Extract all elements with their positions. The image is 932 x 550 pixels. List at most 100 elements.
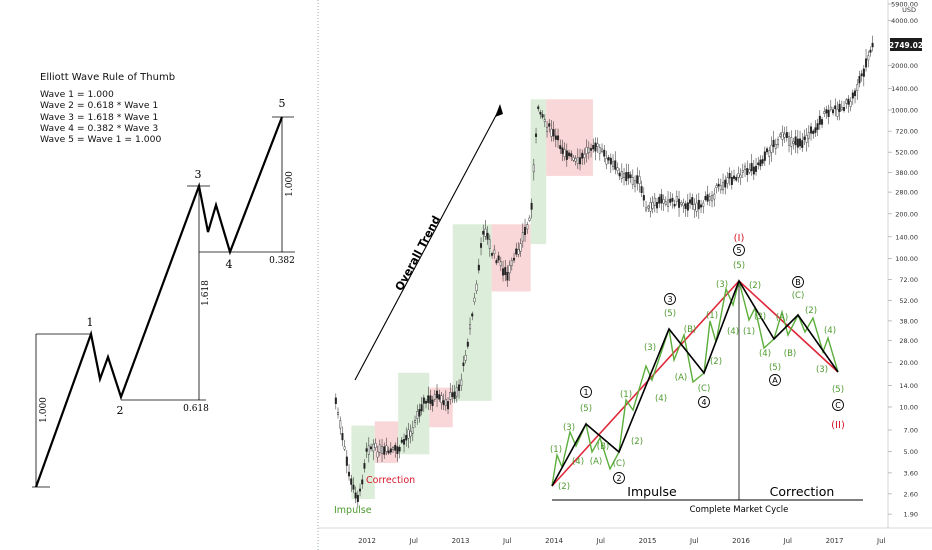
candle-body bbox=[497, 255, 500, 261]
candle-body bbox=[845, 99, 848, 104]
candle-body bbox=[471, 313, 474, 317]
candle-body bbox=[785, 132, 788, 138]
candle-body bbox=[554, 135, 557, 140]
candle-body bbox=[425, 400, 428, 404]
candle-body bbox=[647, 205, 650, 209]
candle-body bbox=[719, 185, 722, 191]
candle-body bbox=[444, 398, 447, 406]
candle-body bbox=[675, 196, 678, 202]
x-tick-label: Jul bbox=[596, 537, 606, 545]
candle-body bbox=[352, 484, 355, 490]
candle-body bbox=[799, 138, 802, 147]
green-label-b3: (B) bbox=[784, 349, 796, 359]
candle-body bbox=[642, 195, 645, 201]
candle-body bbox=[416, 411, 419, 419]
candle-body bbox=[695, 202, 698, 212]
last-price-tag bbox=[890, 38, 922, 51]
green-label-c3: (C) bbox=[792, 291, 805, 301]
candle-body bbox=[625, 172, 628, 182]
candle-body bbox=[801, 140, 804, 148]
y-tick-label: 1400.00 bbox=[891, 85, 918, 93]
x-tick-label: Jul bbox=[502, 537, 512, 545]
candle-body bbox=[513, 257, 516, 261]
candle-body bbox=[581, 152, 584, 159]
candle-body bbox=[869, 49, 872, 53]
circled-wave-b: B bbox=[795, 278, 801, 287]
candle-body bbox=[447, 401, 450, 410]
candle-body bbox=[717, 183, 720, 187]
candle-body bbox=[359, 488, 362, 492]
candle-body bbox=[726, 177, 729, 184]
candle-body bbox=[464, 355, 467, 361]
candle-body bbox=[774, 143, 777, 149]
x-tick-label: 2013 bbox=[452, 537, 470, 545]
y-axis: 5900.00 4000.00 2000.00 1400.00 1000.00 720.0… bbox=[887, 0, 918, 528]
rule-of-thumb: Elliott Wave Rule of Thumb Wave 1 = 1.00… bbox=[40, 72, 175, 145]
candle-body bbox=[541, 114, 544, 118]
green-label-4c: (4) bbox=[727, 327, 739, 337]
candle-body bbox=[825, 109, 828, 114]
y-tick-label: 28.00 bbox=[899, 337, 918, 345]
candle-body bbox=[744, 165, 747, 170]
candle-body bbox=[829, 106, 832, 110]
candle-body bbox=[601, 148, 604, 153]
candle-body bbox=[414, 420, 417, 423]
green-label-2c: (2) bbox=[710, 357, 722, 367]
candle-body bbox=[733, 175, 736, 179]
green-label-3b: (3) bbox=[644, 343, 656, 353]
green-label-1c: (1) bbox=[706, 311, 718, 321]
candle-body bbox=[664, 201, 667, 205]
rule-title: Elliott Wave Rule of Thumb bbox=[40, 72, 176, 83]
schematic-label-3: 3 bbox=[195, 168, 202, 181]
candle-body bbox=[539, 111, 542, 115]
candle-body bbox=[713, 193, 716, 200]
candle-body bbox=[867, 55, 870, 61]
candle-body bbox=[616, 167, 619, 171]
candle-body bbox=[629, 174, 632, 178]
candle-body bbox=[370, 446, 373, 450]
candle-body bbox=[499, 261, 502, 267]
candle-body bbox=[510, 260, 513, 266]
schematic-label-5: 5 bbox=[279, 97, 286, 110]
green-label-2e: (2) bbox=[805, 306, 817, 316]
impulse-label: Impulse bbox=[334, 505, 372, 516]
candle-body bbox=[816, 123, 819, 130]
candle-body bbox=[532, 164, 535, 173]
candle-body bbox=[339, 420, 342, 429]
cycle-bottom-label: (II) bbox=[831, 420, 845, 431]
candle-body bbox=[761, 159, 764, 164]
candle-body bbox=[389, 448, 392, 453]
circled-wave-3: 3 bbox=[667, 295, 672, 304]
candle-body bbox=[433, 394, 436, 400]
candle-body bbox=[746, 168, 749, 175]
green-label-3c: (3) bbox=[716, 280, 728, 290]
wave-schematic: 1 2 3 4 5 1.000 0.618 1.618 0.382 1.000 bbox=[32, 97, 295, 488]
candle-body bbox=[768, 150, 771, 157]
candle-body bbox=[715, 185, 718, 189]
candle-body bbox=[422, 397, 425, 404]
candle-body bbox=[579, 157, 582, 165]
green-label-2a: (2) bbox=[558, 482, 570, 492]
candle-body bbox=[777, 139, 780, 146]
candle-body bbox=[834, 105, 837, 110]
schematic-label-4: 4 bbox=[226, 258, 233, 271]
candle-body bbox=[418, 409, 421, 417]
market-cycle-diagram: Impulse Correction Complete Market Cycle… bbox=[550, 233, 863, 515]
candle-body bbox=[871, 42, 874, 48]
green-label-1b: (1) bbox=[620, 390, 632, 400]
candle-body bbox=[449, 392, 452, 400]
y-unit-label: USD bbox=[902, 6, 916, 14]
circled-wave-b-circle bbox=[792, 276, 804, 288]
x-tick-label: Jul bbox=[409, 537, 419, 545]
ratio-label-wave5: 1.000 bbox=[285, 171, 295, 197]
x-tick-label: 2014 bbox=[545, 537, 563, 545]
green-label-2d: (2) bbox=[749, 281, 761, 291]
candle-body bbox=[730, 177, 733, 186]
candle-body bbox=[594, 142, 597, 152]
y-tick-label: 5900.00 bbox=[891, 1, 918, 9]
green-label-c2: (C) bbox=[698, 384, 711, 394]
candle-body bbox=[521, 232, 524, 242]
candle-body bbox=[614, 160, 617, 170]
x-tick-label: Jul bbox=[689, 537, 699, 545]
candle-body bbox=[442, 400, 445, 406]
